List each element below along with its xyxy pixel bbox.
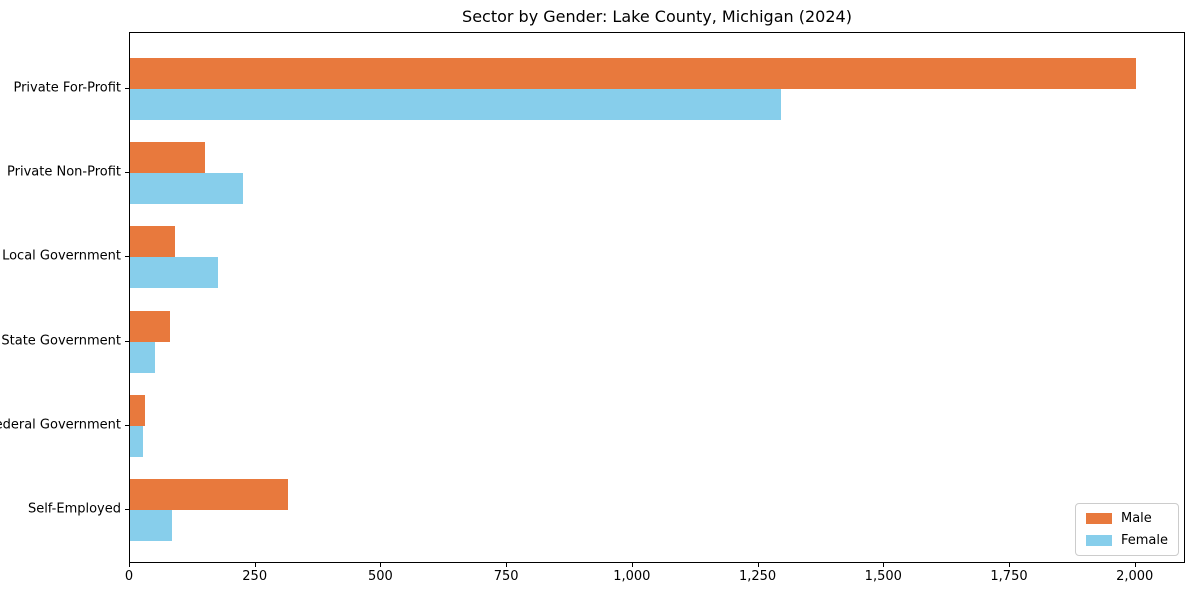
bar-male-4 (130, 310, 171, 342)
x-tick-mark (1134, 563, 1136, 567)
bar-female-3 (130, 257, 218, 289)
x-tick-mark (757, 563, 759, 567)
legend-label: Female (1120, 533, 1168, 548)
y-tick-mark (125, 340, 129, 342)
legend-swatch-icon (1085, 513, 1112, 524)
y-tick-label: Private Non-Profit (7, 164, 121, 180)
y-tick-label: Local Government (2, 248, 121, 264)
x-tick-label: 1,250 (738, 569, 777, 584)
legend-label: Male (1120, 511, 1152, 526)
bar-male-5 (130, 394, 146, 426)
y-tick-label: Private For-Profit (13, 80, 121, 96)
bar-male-1 (130, 58, 1136, 89)
x-tick-label: 1,750 (990, 569, 1028, 584)
chart-title: Sector by Gender: Lake County, Michigan … (462, 7, 852, 26)
bar-female-5 (130, 425, 143, 457)
legend-item-female: Female (1085, 533, 1168, 548)
y-tick-mark (125, 88, 129, 89)
y-tick-mark (125, 424, 129, 426)
bar-male-6 (130, 479, 289, 510)
x-tick-mark (1009, 563, 1010, 567)
x-tick-label: 0 (124, 569, 134, 584)
x-tick-label: 2,000 (1116, 569, 1154, 584)
bar-male-3 (130, 226, 176, 258)
x-tick-mark (631, 563, 633, 567)
bar-female-4 (130, 341, 156, 373)
x-tick-label: 250 (242, 569, 268, 584)
y-tick-label: State Government (1, 333, 121, 349)
bar-female-1 (130, 89, 782, 120)
x-tick-label: 1,500 (864, 569, 902, 584)
x-tick-label: 750 (493, 569, 519, 584)
y-tick-label: Federal Government (0, 417, 121, 433)
x-tick-mark (380, 563, 382, 567)
y-tick-label: Self-Employed (27, 501, 121, 517)
legend-item-male: Male (1085, 511, 1168, 526)
x-tick-label: 1,000 (613, 569, 651, 584)
y-tick-mark (125, 256, 129, 258)
x-tick-mark (129, 563, 130, 567)
legend-swatch-icon (1085, 535, 1112, 546)
bar-female-2 (130, 173, 244, 205)
x-tick-mark (254, 563, 256, 567)
bar-male-2 (130, 142, 206, 174)
plot-area: Male Female (129, 32, 1185, 563)
bar-female-6 (130, 510, 172, 541)
x-tick-label: 500 (368, 569, 393, 584)
x-tick-mark (883, 563, 885, 567)
x-tick-mark (506, 563, 508, 567)
y-tick-mark (125, 172, 129, 174)
y-tick-mark (125, 509, 129, 510)
legend: Male Female (1074, 503, 1179, 556)
